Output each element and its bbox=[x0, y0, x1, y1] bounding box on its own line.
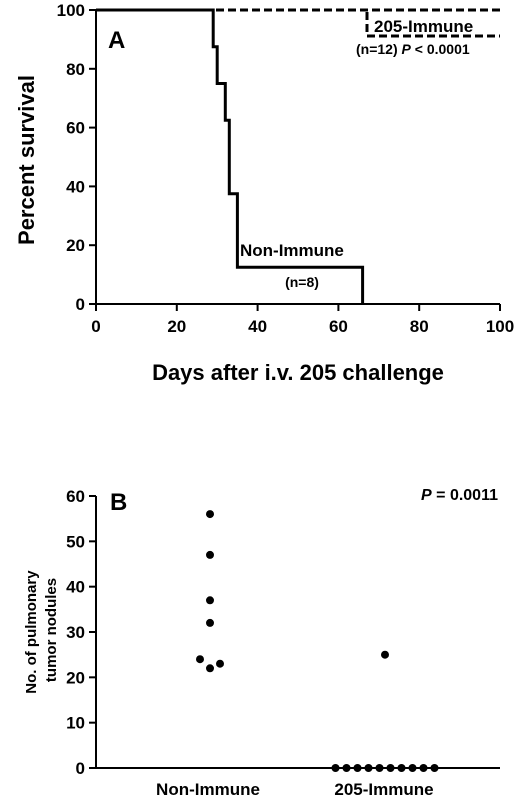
immune-n-text: (n=12) bbox=[356, 41, 398, 57]
non-immune-point bbox=[206, 664, 214, 673]
non-immune-point bbox=[206, 596, 214, 605]
category-label-205-immune: 205-Immune bbox=[334, 780, 433, 799]
immune-series-label: 205-Immune bbox=[374, 17, 473, 36]
panel-a-y-axis-title: Percent survival bbox=[14, 75, 39, 245]
non-immune-series-label: Non-Immune bbox=[240, 241, 344, 260]
non-immune-point bbox=[206, 550, 214, 559]
panel-b-p-number: = 0.0011 bbox=[432, 487, 498, 504]
a-y-tick-label: 20 bbox=[66, 236, 85, 255]
a-x-tick-label: 100 bbox=[486, 317, 514, 336]
panel-b-label: B bbox=[110, 489, 127, 516]
panel-a-label: A bbox=[108, 27, 125, 54]
panel-a-x-axis-title: Days after i.v. 205 challenge bbox=[152, 360, 444, 385]
panel-b-y-ticks: 0 10 20 30 40 50 60 bbox=[66, 487, 96, 778]
a-y-tick-label: 60 bbox=[66, 119, 85, 138]
a-x-tick-label: 0 bbox=[91, 317, 100, 336]
immune-point bbox=[397, 764, 406, 772]
b-y-tick-label: 60 bbox=[66, 487, 85, 506]
panel-b-y-axis-title-line-2: tumor nodules bbox=[43, 578, 60, 682]
b-y-tick-label: 0 bbox=[76, 759, 85, 778]
immune-point bbox=[381, 650, 389, 659]
immune-point bbox=[342, 764, 351, 772]
a-x-tick-label: 40 bbox=[248, 317, 267, 336]
immune-p-value: < 0.0001 bbox=[411, 41, 470, 57]
non-immune-point bbox=[206, 618, 214, 627]
a-y-tick-label: 80 bbox=[66, 60, 85, 79]
category-label-non-immune: Non-Immune bbox=[156, 780, 260, 799]
a-x-tick-label: 20 bbox=[167, 317, 186, 336]
a-y-tick-label: 40 bbox=[66, 177, 85, 196]
immune-point bbox=[419, 764, 428, 772]
immune-point bbox=[364, 764, 373, 772]
immune-point bbox=[331, 764, 340, 772]
b-y-tick-label: 30 bbox=[66, 623, 85, 642]
immune-n-label: (n=12) P < 0.0001 bbox=[356, 41, 470, 57]
panel-a-y-ticks: 0 20 40 60 80 100 bbox=[57, 1, 96, 314]
a-x-tick-label: 60 bbox=[329, 317, 348, 336]
immune-point bbox=[430, 764, 439, 772]
non-immune-point bbox=[216, 659, 224, 668]
a-y-tick-label: 100 bbox=[57, 1, 85, 20]
panel-b-points bbox=[196, 510, 439, 772]
b-y-tick-label: 10 bbox=[66, 714, 85, 733]
panel-b-scatter-chart: 0 10 20 30 40 50 60 B No. of pulmonary tumor n… bbox=[23, 487, 500, 799]
b-y-tick-label: 40 bbox=[66, 578, 85, 597]
b-y-tick-label: 50 bbox=[66, 532, 85, 551]
panel-b-p-symbol: P bbox=[421, 487, 432, 504]
panel-a-survival-chart: 0 20 40 60 80 100 0 20 40 60 80 100 A Percent surv… bbox=[14, 1, 514, 385]
panel-b-p-value: P = 0.0011 bbox=[421, 487, 498, 504]
non-immune-point bbox=[196, 655, 204, 664]
immune-point bbox=[375, 764, 384, 772]
panel-a-series bbox=[96, 8, 500, 304]
a-y-tick-label: 0 bbox=[76, 295, 85, 314]
immune-point bbox=[408, 764, 417, 772]
panel-b-y-axis-title: No. of pulmonary tumor nodules bbox=[23, 566, 60, 694]
non-immune-n-label: (n=8) bbox=[285, 274, 319, 290]
immune-point bbox=[353, 764, 362, 772]
b-y-tick-label: 20 bbox=[66, 668, 85, 687]
immune-point bbox=[386, 764, 395, 772]
a-x-tick-label: 80 bbox=[410, 317, 429, 336]
non-immune-point bbox=[206, 510, 214, 519]
panel-b-y-axis-title-line-1: No. of pulmonary bbox=[23, 570, 40, 694]
immune-p-symbol: P bbox=[402, 41, 412, 57]
non-immune-survival-line bbox=[96, 8, 365, 304]
panel-a-x-ticks: 0 20 40 60 80 100 bbox=[91, 304, 514, 336]
